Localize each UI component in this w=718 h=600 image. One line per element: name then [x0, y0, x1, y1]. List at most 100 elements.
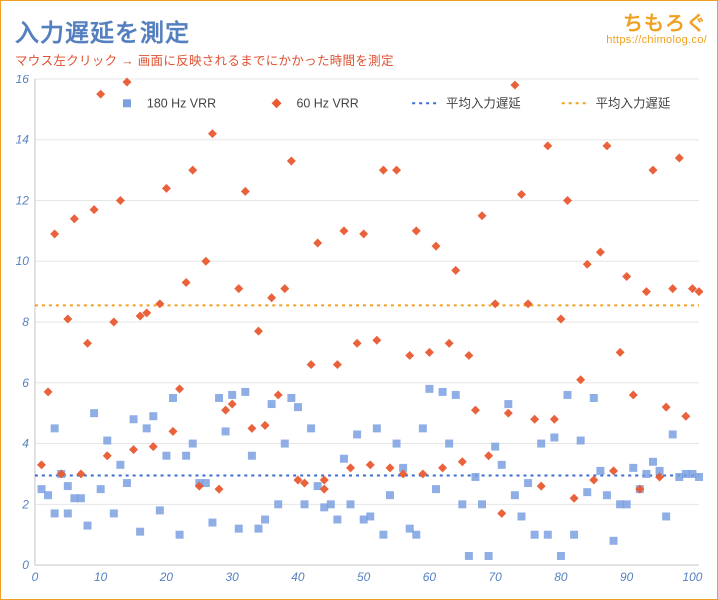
- data-point: [248, 452, 256, 460]
- data-point: [412, 531, 420, 539]
- legend-label: 平均入力遅延: [446, 96, 521, 110]
- data-point: [623, 500, 631, 508]
- legend-label: 180 Hz VRR: [147, 96, 216, 110]
- chart-frame: ちもろぐ https://chimolog.co/ 入力遅延を測定 マウス左クリ…: [0, 0, 718, 600]
- data-point: [97, 485, 105, 493]
- x-tick-label: 100: [682, 570, 702, 584]
- data-point: [498, 461, 506, 469]
- data-point: [419, 424, 427, 432]
- brand-block: ちもろぐ https://chimolog.co/: [606, 7, 707, 46]
- data-point: [136, 528, 144, 536]
- legend-marker: [123, 99, 131, 107]
- y-tick-label: 8: [22, 315, 29, 329]
- data-point: [590, 394, 598, 402]
- data-point: [228, 391, 236, 399]
- data-point: [596, 467, 604, 475]
- data-point: [386, 491, 394, 499]
- data-point: [254, 525, 262, 533]
- data-point: [162, 452, 170, 460]
- x-tick-label: 80: [554, 570, 568, 584]
- data-point: [504, 400, 512, 408]
- data-point: [610, 537, 618, 545]
- data-point: [629, 464, 637, 472]
- data-point: [235, 525, 243, 533]
- data-point: [557, 552, 565, 560]
- data-point: [517, 512, 525, 520]
- y-tick-label: 6: [22, 376, 29, 390]
- data-point: [491, 443, 499, 451]
- data-point: [662, 512, 670, 520]
- data-point: [123, 479, 131, 487]
- data-point: [340, 455, 348, 463]
- data-point: [511, 491, 519, 499]
- data-point: [261, 516, 269, 524]
- data-point: [84, 522, 92, 530]
- data-point: [44, 491, 52, 499]
- legend-label: 60 Hz VRR: [296, 96, 358, 110]
- page-subtitle: マウス左クリック → 画面に反映されるまでにかかった時間を測定: [15, 50, 703, 69]
- data-point: [103, 437, 111, 445]
- data-point: [110, 509, 118, 517]
- data-point: [64, 482, 72, 490]
- data-point: [130, 415, 138, 423]
- data-point: [452, 391, 460, 399]
- data-point: [445, 440, 453, 448]
- data-point: [215, 394, 223, 402]
- scatter-chart: 02468101214160102030405060708090100180 H…: [9, 75, 703, 587]
- data-point: [432, 485, 440, 493]
- data-point: [301, 500, 309, 508]
- data-point: [570, 531, 578, 539]
- legend-label: 平均入力遅延: [596, 96, 671, 110]
- y-tick-label: 14: [16, 133, 30, 147]
- data-point: [169, 394, 177, 402]
- data-point: [544, 531, 552, 539]
- data-point: [287, 394, 295, 402]
- data-point: [294, 403, 302, 411]
- data-point: [51, 424, 59, 432]
- data-point: [241, 388, 249, 396]
- data-point: [425, 385, 433, 393]
- brand-url: https://chimolog.co/: [606, 34, 707, 46]
- data-point: [149, 412, 157, 420]
- data-point: [222, 427, 230, 435]
- data-point: [603, 491, 611, 499]
- data-point: [564, 391, 572, 399]
- chart-container: 02468101214160102030405060708090100180 H…: [9, 75, 703, 587]
- data-point: [182, 452, 190, 460]
- y-tick-label: 2: [21, 497, 29, 511]
- data-point: [116, 461, 124, 469]
- x-tick-label: 20: [159, 570, 174, 584]
- y-tick-label: 16: [16, 75, 30, 86]
- data-point: [642, 470, 650, 478]
- data-point: [537, 440, 545, 448]
- data-point: [379, 531, 387, 539]
- data-point: [373, 424, 381, 432]
- data-point: [143, 424, 151, 432]
- data-point: [64, 509, 72, 517]
- data-point: [268, 400, 276, 408]
- brand-name: ちもろぐ: [606, 7, 707, 36]
- data-point: [208, 519, 216, 527]
- x-tick-label: 90: [620, 570, 634, 584]
- data-point: [465, 552, 473, 560]
- data-point: [274, 500, 282, 508]
- x-tick-label: 0: [32, 570, 39, 584]
- y-tick-label: 12: [16, 193, 30, 207]
- data-point: [583, 488, 591, 496]
- data-point: [393, 440, 401, 448]
- data-point: [353, 430, 361, 438]
- x-tick-label: 60: [423, 570, 437, 584]
- data-point: [90, 409, 98, 417]
- x-tick-label: 50: [357, 570, 371, 584]
- data-point: [669, 430, 677, 438]
- data-point: [333, 516, 341, 524]
- y-tick-label: 10: [16, 254, 30, 268]
- data-point: [478, 500, 486, 508]
- data-point: [189, 440, 197, 448]
- data-point: [156, 506, 164, 514]
- x-tick-label: 40: [291, 570, 305, 584]
- data-point: [366, 512, 374, 520]
- data-point: [524, 479, 532, 487]
- data-point: [649, 458, 657, 466]
- data-point: [51, 509, 59, 517]
